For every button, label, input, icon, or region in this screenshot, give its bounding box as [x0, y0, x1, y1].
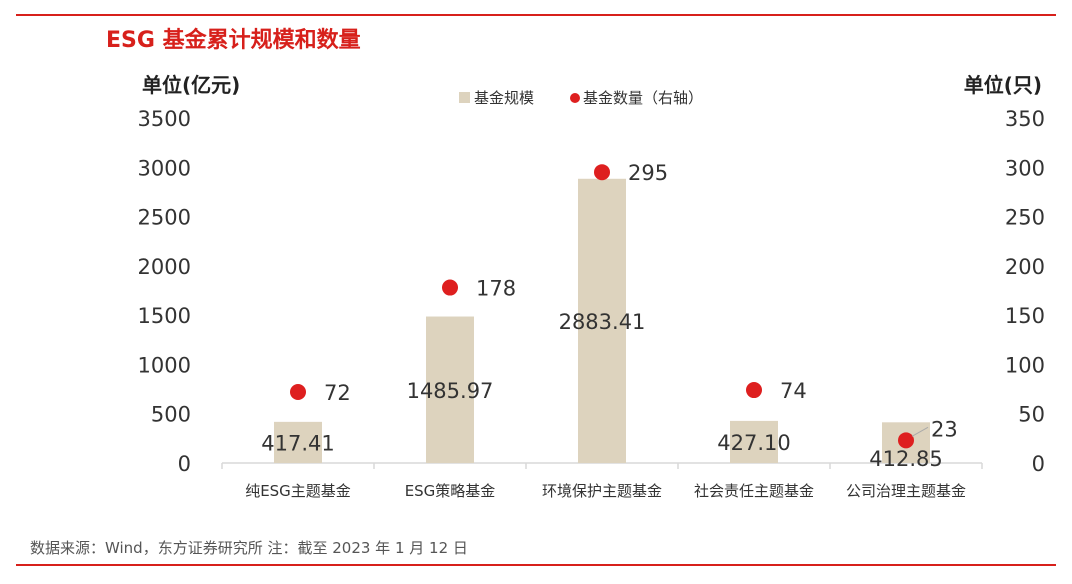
count-label: 74	[780, 379, 807, 403]
left-tick-label: 0	[178, 452, 191, 476]
count-label: 178	[476, 277, 516, 301]
legend-label-dot: 基金数量（右轴）	[583, 89, 703, 107]
right-tick-label: 50	[1018, 403, 1045, 427]
left-tick-label: 2000	[138, 255, 191, 279]
legend-label-bar: 基金规模	[474, 89, 534, 107]
right-axis-title: 单位(只)	[964, 73, 1042, 97]
bar	[730, 420, 778, 463]
count-label: 295	[628, 161, 668, 185]
chart: 单位(亿元) 单位(只) 0 500 1000 1500 2000 2500 3000 3500 0…	[138, 73, 1045, 500]
count-label: 72	[324, 381, 351, 405]
category-label: 纯ESG主题基金	[245, 482, 351, 500]
category-label: 社会责任主题基金	[694, 482, 814, 500]
right-tick-label: 200	[1005, 255, 1045, 279]
bar	[578, 178, 626, 464]
legend-swatch-dot	[570, 93, 580, 103]
left-tick-label: 3000	[138, 156, 191, 180]
right-tick-label: 300	[1005, 156, 1045, 180]
count-dot	[290, 384, 306, 401]
left-tick-label: 2500	[138, 206, 191, 230]
category-label: 环境保护主题基金	[542, 482, 662, 500]
left-tick-label: 500	[151, 403, 191, 427]
left-tick-label: 1500	[138, 304, 191, 328]
bottom-rule	[16, 564, 1056, 566]
count-dot	[898, 432, 914, 449]
right-tick-label: 350	[1005, 107, 1045, 131]
top-rule	[16, 14, 1056, 16]
bar	[426, 316, 474, 463]
bar-value-label: 417.41	[261, 431, 334, 455]
left-tick-label: 3500	[138, 107, 191, 131]
bar-value-label: 2883.41	[559, 310, 646, 334]
chart-title: ESG 基金累计规模和数量	[106, 28, 361, 53]
bar-value-label: 1485.97	[407, 379, 494, 403]
right-tick-label: 0	[1032, 452, 1045, 476]
left-tick-label: 1000	[138, 353, 191, 377]
bar	[274, 421, 322, 463]
count-dot	[746, 382, 762, 399]
right-tick-label: 150	[1005, 304, 1045, 328]
category-label: ESG策略基金	[405, 482, 496, 500]
right-tick-label: 250	[1005, 206, 1045, 230]
category-label: 公司治理主题基金	[846, 482, 966, 500]
count-label: 23	[931, 417, 958, 441]
bar-value-label: 412.85	[869, 447, 942, 471]
bar-value-label: 427.10	[717, 431, 790, 455]
count-dot	[594, 164, 610, 181]
count-leader-line	[911, 426, 929, 437]
left-axis-title: 单位(亿元)	[142, 73, 240, 97]
source-note: 数据来源：Wind，东方证券研究所 注：截至 2023 年 1 月 12 日	[30, 539, 468, 557]
count-dot	[442, 279, 458, 296]
right-tick-label: 100	[1005, 353, 1045, 377]
legend-swatch-bar	[459, 92, 470, 103]
